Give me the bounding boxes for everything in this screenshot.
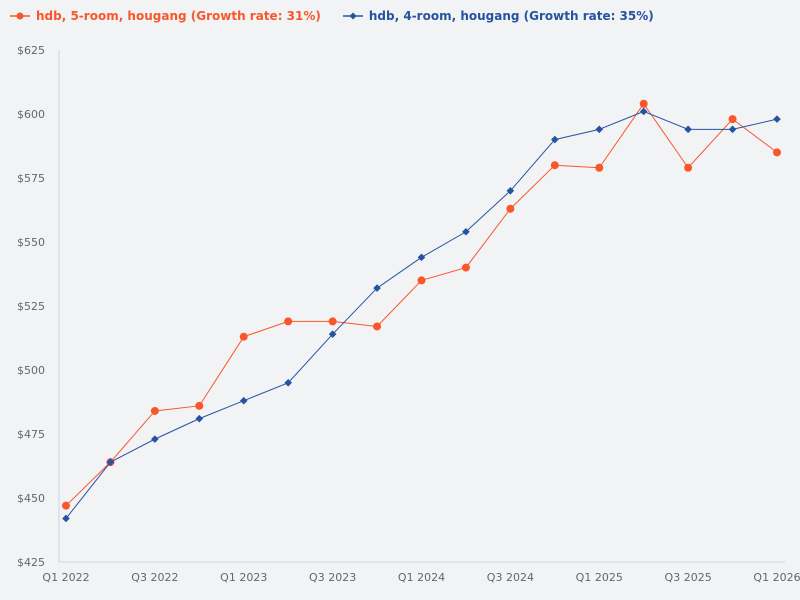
data-point[interactable] (595, 125, 604, 134)
data-point[interactable] (684, 125, 692, 134)
x-tick-label: Q1 2026 (753, 571, 800, 584)
y-tick-label: $525 (17, 300, 45, 313)
x-tick-label: Q3 2022 (131, 571, 178, 584)
y-tick-label: $450 (17, 492, 45, 505)
data-point[interactable] (639, 99, 648, 108)
y-tick-label: $575 (17, 172, 45, 185)
data-point[interactable] (62, 501, 70, 510)
y-axis: $425 $450 $475 $500 $525 $550 $575 $600 $625 (17, 44, 60, 569)
data-point[interactable] (773, 115, 781, 123)
data-point[interactable] (151, 435, 159, 443)
y-tick-label: $625 (17, 44, 45, 57)
data-point[interactable] (684, 163, 693, 172)
x-tick-label: Q1 2025 (576, 571, 623, 584)
data-point[interactable] (195, 414, 204, 423)
data-point[interactable] (728, 125, 737, 134)
data-point[interactable] (328, 317, 337, 326)
data-point[interactable] (62, 514, 70, 523)
x-tick-label: Q1 2023 (220, 571, 267, 584)
x-tick-label: Q1 2022 (42, 571, 89, 584)
data-point[interactable] (239, 332, 248, 341)
data-point[interactable] (373, 322, 382, 331)
data-point[interactable] (773, 148, 781, 157)
legend-item-5-room[interactable]: hdb, 5-room, hougang (Growth rate: 31%) (10, 9, 321, 23)
data-point[interactable] (239, 396, 248, 405)
data-point[interactable] (417, 276, 426, 285)
data-point[interactable] (284, 317, 293, 326)
data-point[interactable] (195, 401, 204, 410)
chart-legend: hdb, 5-room, hougang (Growth rate: 31%) … (10, 9, 654, 23)
data-point[interactable] (639, 107, 648, 116)
diamond-marker-icon (342, 12, 363, 20)
x-tick-label: Q3 2023 (309, 571, 356, 584)
series-layer (62, 99, 781, 523)
data-point[interactable] (551, 135, 559, 144)
data-point[interactable] (106, 458, 115, 466)
data-point[interactable] (506, 204, 515, 213)
y-tick-label: $500 (17, 364, 45, 377)
data-point[interactable] (417, 253, 426, 262)
y-tick-label: $600 (17, 108, 45, 121)
data-point[interactable] (461, 263, 470, 272)
data-point[interactable] (462, 227, 470, 236)
series-1 (62, 107, 781, 523)
x-tick-label: Q1 2024 (398, 571, 445, 584)
data-point[interactable] (150, 406, 159, 415)
x-axis: Q1 2022 Q3 2022 Q1 2023 Q3 2023 Q1 2024 Q3 20… (42, 561, 800, 584)
series-0 (62, 99, 781, 510)
y-tick-label: $550 (17, 236, 45, 249)
x-tick-label: Q3 2024 (487, 571, 534, 584)
y-tick-label: $425 (17, 556, 45, 569)
legend-label-4-room: hdb, 4-room, hougang (Growth rate: 35%) (368, 9, 654, 23)
data-point[interactable] (728, 115, 737, 124)
data-point[interactable] (328, 330, 337, 338)
x-tick-label: Q3 2025 (665, 571, 712, 584)
circle-marker-icon (10, 12, 30, 20)
data-point[interactable] (595, 163, 604, 172)
y-tick-label: $475 (17, 428, 45, 441)
legend-item-4-room[interactable]: hdb, 4-room, hougang (Growth rate: 35%) (342, 9, 654, 23)
data-point[interactable] (373, 284, 381, 292)
legend-label-5-room: hdb, 5-room, hougang (Growth rate: 31%) (36, 9, 321, 23)
data-point[interactable] (284, 379, 292, 387)
data-point[interactable] (550, 161, 559, 170)
data-point[interactable] (506, 187, 515, 195)
